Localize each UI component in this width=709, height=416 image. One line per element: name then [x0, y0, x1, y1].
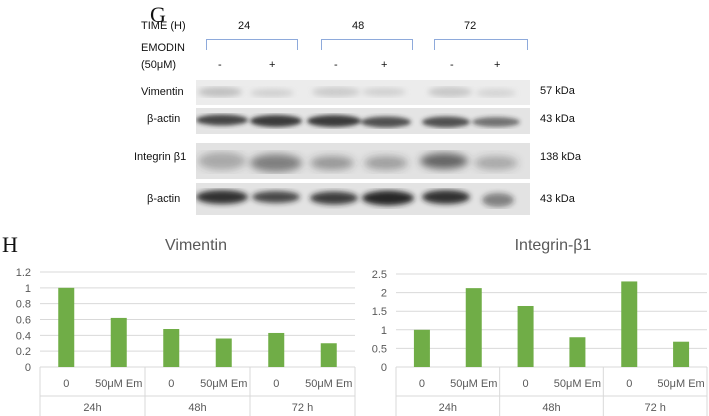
row-label-integrin-beta1: Integrin β1 — [134, 151, 187, 163]
emodin-label: EMODIN — [141, 42, 185, 54]
bracket-24h — [206, 39, 298, 50]
chart-integrin-category-label: 0 — [626, 378, 632, 390]
chart-vimentin-ytick-label: 0.8 — [16, 299, 31, 311]
chart-integrin-title: Integrin-β1 — [515, 237, 592, 254]
chart-integrin-category-label: 50μM Em — [450, 378, 497, 390]
kda-beta-actin-2: 43 kDa — [540, 193, 575, 205]
sign-48h-emodin: + — [381, 59, 388, 71]
row-label-vimentin: Vimentin — [141, 86, 184, 98]
chart-integrin-category-label: 0 — [419, 378, 425, 390]
panel-g-letter: G — [150, 2, 166, 27]
chart-vimentin-bar — [215, 338, 232, 367]
panel-h-letter: H — [2, 232, 18, 257]
chart-vimentin-ytick-label: 1 — [25, 283, 31, 295]
chart-vimentin-bar — [58, 287, 75, 367]
sign-48h-control: - — [334, 59, 338, 71]
bracket-72h — [434, 39, 528, 50]
chart-vimentin-category-label: 50μM Em — [95, 378, 142, 390]
kda-integrin-beta1: 138 kDa — [540, 151, 581, 163]
chart-vimentin-category-label: 50μM Em — [200, 378, 247, 390]
bracket-48h — [321, 39, 413, 50]
chart-vimentin-ytick-label: 0 — [25, 362, 31, 374]
chart-vimentin-category-label: 0 — [168, 378, 174, 390]
kda-vimentin: 57 kDa — [540, 85, 575, 97]
chart-integrin-ytick-label: 1 — [381, 325, 387, 337]
chart-vimentin-bar — [163, 329, 180, 367]
chart-vimentin-category-label: 0 — [273, 378, 279, 390]
chart-vimentin-ytick-label: 0.6 — [16, 315, 31, 327]
chart-vimentin-category-label: 50μM Em — [305, 378, 352, 390]
row-label-beta-actin-1: β-actin — [147, 113, 181, 125]
chart-integrin-ytick-label: 0 — [381, 362, 387, 374]
chart-integrin-group-label: 48h — [542, 402, 560, 414]
chart-integrin-bar — [569, 337, 586, 367]
chart-vimentin-bar — [320, 343, 337, 367]
sign-24h-control: - — [218, 59, 222, 71]
time-label: TIME (H) — [141, 20, 186, 32]
timepoint-24: 24 — [238, 20, 251, 32]
chart-integrin-bar — [465, 288, 482, 367]
blot-strip-beta-actin-2 — [196, 183, 530, 215]
chart-vimentin-ytick-label: 0.4 — [16, 330, 31, 342]
chart-integrin-category-label: 50μM Em — [657, 378, 704, 390]
sign-72h-emodin: + — [494, 59, 501, 71]
chart-vimentin-bar — [110, 317, 127, 367]
blot-strip-integrin-beta1 — [196, 143, 530, 179]
chart-integrin-bar — [621, 281, 638, 367]
chart-vimentin-group-label: 72 h — [292, 402, 313, 414]
row-label-beta-actin-2: β-actin — [147, 193, 181, 205]
chart-integrin-ytick-label: 2.5 — [372, 269, 387, 281]
chart-vimentin-group-label: 48h — [188, 402, 206, 414]
chart-integrin-bar — [673, 341, 690, 367]
sign-24h-emodin: + — [269, 59, 276, 71]
timepoint-48: 48 — [352, 20, 365, 32]
blot-strip-vimentin — [196, 80, 530, 105]
emodin-concentration-label: (50μM) — [141, 59, 177, 71]
chart-integrin-ytick-label: 1.5 — [372, 306, 387, 318]
kda-beta-actin-1: 43 kDa — [540, 113, 575, 125]
chart-vimentin-group-label: 24h — [83, 402, 101, 414]
chart-integrin-ytick-label: 2 — [381, 288, 387, 300]
chart-integrin-group-label: 24h — [439, 402, 457, 414]
chart-vimentin-category-label: 0 — [63, 378, 69, 390]
chart-integrin-category-label: 50μM Em — [554, 378, 601, 390]
chart-integrin-ytick-label: 0.5 — [372, 343, 387, 355]
blot-strip-beta-actin-1 — [196, 108, 530, 134]
chart-integrin-bar — [517, 305, 534, 367]
chart-vimentin-bar — [268, 332, 285, 367]
chart-integrin-category-label: 0 — [523, 378, 529, 390]
chart-vimentin-title: Vimentin — [165, 237, 227, 254]
timepoint-72: 72 — [464, 20, 477, 32]
sign-72h-control: - — [450, 59, 454, 71]
chart-vimentin-ytick-label: 0.2 — [16, 346, 31, 358]
chart-integrin-bar — [413, 329, 430, 367]
chart-integrin-group-label: 72 h — [644, 402, 665, 414]
chart-vimentin-ytick-label: 1.2 — [16, 267, 31, 279]
